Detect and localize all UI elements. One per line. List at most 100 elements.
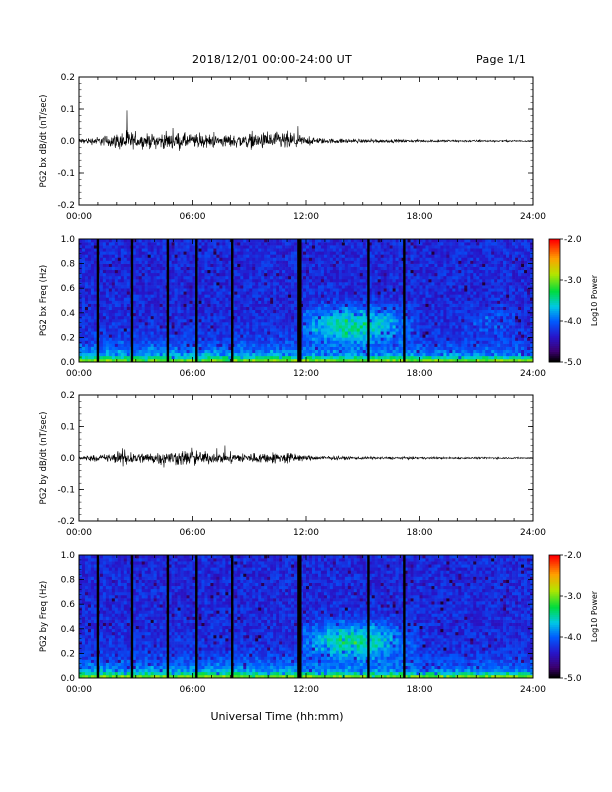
heatmap-cell bbox=[138, 315, 143, 320]
heatmap-cell bbox=[422, 266, 426, 271]
heatmap-cell bbox=[222, 266, 226, 271]
heatmap-cell bbox=[123, 309, 128, 314]
heatmap-cell bbox=[407, 257, 411, 261]
heatmap-cell bbox=[150, 263, 154, 267]
heatmap-cell bbox=[79, 248, 83, 252]
heatmap-cell bbox=[81, 343, 86, 347]
heatmap-cell bbox=[189, 263, 193, 267]
heatmap-cell bbox=[177, 254, 181, 258]
heatmap-cell bbox=[279, 300, 283, 304]
heatmap-cell bbox=[255, 303, 259, 307]
heatmap-cell bbox=[362, 254, 367, 258]
heatmap-cell bbox=[222, 312, 226, 317]
heatmap-cell bbox=[419, 306, 423, 311]
heatmap-cell bbox=[138, 318, 143, 323]
heatmap-cell bbox=[335, 291, 340, 295]
heatmap-cell bbox=[186, 331, 190, 335]
heatmap-cell bbox=[240, 291, 244, 295]
heatmap-cell bbox=[294, 340, 298, 344]
heatmap-cell bbox=[171, 340, 175, 344]
y-tick-label: -0.1 bbox=[57, 169, 75, 179]
heatmap-cell bbox=[249, 251, 253, 255]
heatmap-cell bbox=[416, 275, 420, 280]
heatmap-cell bbox=[434, 331, 438, 335]
heatmap-cell bbox=[410, 349, 414, 354]
heatmap-cell bbox=[317, 300, 322, 304]
heatmap-cell bbox=[392, 349, 396, 354]
heatmap-cell bbox=[317, 337, 322, 341]
heatmap-cell bbox=[285, 248, 289, 252]
heatmap-cell bbox=[252, 349, 256, 354]
heatmap-cell bbox=[120, 337, 125, 341]
heatmap-cell bbox=[407, 282, 411, 286]
heatmap-cell bbox=[174, 239, 178, 243]
heatmap-cell bbox=[371, 349, 375, 354]
heatmap-cell bbox=[102, 278, 107, 283]
heatmap-cell bbox=[311, 242, 316, 246]
heatmap-cell bbox=[317, 288, 322, 292]
heatmap-cell bbox=[189, 315, 193, 320]
heatmap-cell bbox=[306, 337, 310, 341]
heatmap-cell bbox=[108, 315, 113, 320]
heatmap-cell bbox=[341, 275, 346, 280]
heatmap-cell bbox=[267, 294, 271, 298]
heatmap-cell bbox=[99, 294, 104, 298]
heatmap-cell bbox=[440, 309, 444, 314]
heatmap-cell bbox=[377, 322, 381, 326]
heatmap-cell bbox=[234, 309, 238, 314]
heatmap-cell bbox=[341, 297, 346, 301]
heatmap-cell bbox=[225, 257, 229, 261]
heatmap-cell bbox=[422, 239, 426, 243]
heatmap-cell bbox=[288, 278, 292, 283]
heatmap-cell bbox=[243, 355, 247, 360]
heatmap-cell bbox=[434, 318, 438, 323]
heatmap-cell bbox=[347, 275, 352, 280]
heatmap-cell bbox=[329, 275, 334, 280]
heatmap-cell bbox=[114, 260, 119, 264]
heatmap-cell bbox=[347, 334, 352, 338]
heatmap-cell bbox=[249, 355, 253, 360]
heatmap-cell bbox=[111, 251, 116, 255]
heatmap-cell bbox=[114, 254, 119, 258]
heatmap-cell bbox=[162, 303, 166, 307]
heatmap-cell bbox=[207, 266, 211, 271]
heatmap-cell bbox=[192, 325, 196, 329]
heatmap-cell bbox=[210, 346, 214, 351]
heatmap-cell bbox=[392, 309, 396, 314]
heatmap-cell bbox=[111, 343, 116, 347]
heatmap-cell bbox=[111, 278, 116, 283]
heatmap-cell bbox=[117, 349, 122, 354]
heatmap-cell bbox=[111, 337, 116, 341]
heatmap-cell bbox=[422, 303, 426, 307]
heatmap-cell bbox=[90, 349, 95, 354]
heatmap-cell bbox=[234, 343, 238, 347]
heatmap-cell bbox=[422, 288, 426, 292]
heatmap-cell bbox=[240, 322, 244, 326]
heatmap-cell bbox=[416, 328, 420, 332]
heatmap-cell bbox=[249, 340, 253, 344]
heatmap-cell bbox=[341, 282, 346, 286]
heatmap-cell bbox=[398, 334, 402, 338]
heatmap-cell bbox=[216, 340, 220, 344]
heatmap-cell bbox=[380, 355, 384, 360]
heatmap-cell bbox=[99, 266, 104, 271]
heatmap-cell bbox=[243, 340, 247, 344]
heatmap-cell bbox=[171, 349, 175, 354]
heatmap-cell bbox=[141, 263, 146, 267]
heatmap-cell bbox=[102, 303, 107, 307]
heatmap-cell bbox=[207, 349, 211, 354]
heatmap-cell bbox=[225, 328, 229, 332]
heatmap-cell bbox=[380, 297, 384, 301]
heatmap-cell bbox=[186, 275, 190, 280]
heatmap-cell bbox=[84, 328, 89, 332]
heatmap-cell bbox=[437, 303, 441, 307]
heatmap-cell bbox=[93, 315, 98, 320]
heatmap-cell bbox=[383, 318, 387, 323]
heatmap-cell bbox=[359, 266, 364, 271]
heatmap-cell bbox=[386, 318, 390, 323]
heatmap-cell bbox=[323, 297, 328, 301]
heatmap-cell bbox=[282, 309, 286, 314]
heatmap-cell bbox=[267, 346, 271, 351]
heatmap-cell bbox=[222, 275, 226, 280]
heatmap-cell bbox=[258, 272, 262, 277]
